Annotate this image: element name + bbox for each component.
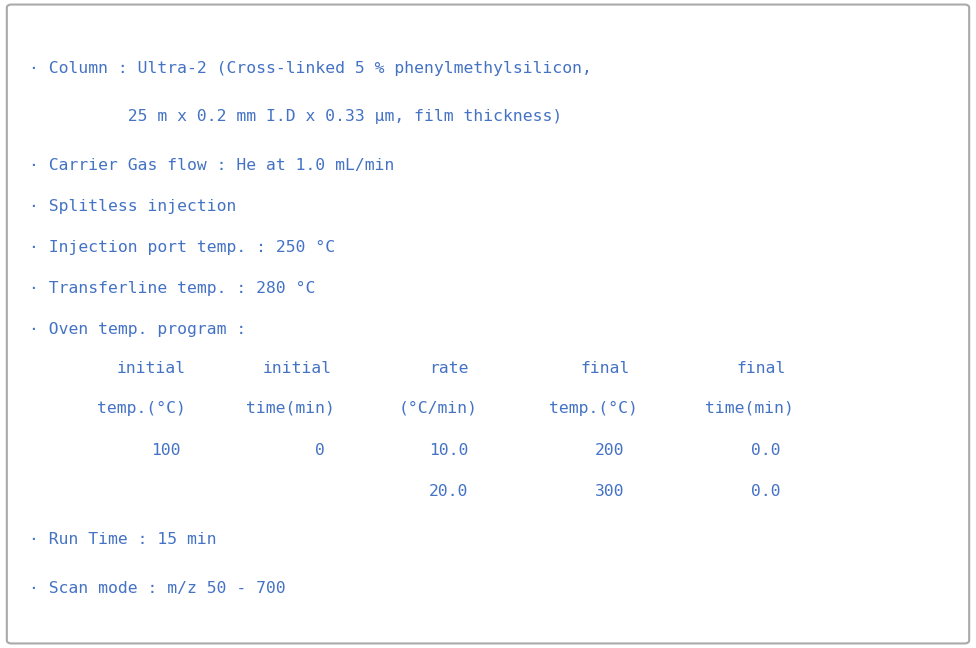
Text: 0.0: 0.0 (752, 443, 781, 458)
Text: time(min): time(min) (246, 400, 336, 416)
Text: · Carrier Gas flow : He at 1.0 mL/min: · Carrier Gas flow : He at 1.0 mL/min (29, 157, 394, 173)
Text: · Oven temp. program :: · Oven temp. program : (29, 321, 247, 337)
Text: final: final (737, 360, 786, 376)
Text: 25 m x 0.2 mm I.D x 0.33 μm, film thickness): 25 m x 0.2 mm I.D x 0.33 μm, film thickn… (29, 109, 562, 124)
Text: final: final (581, 360, 630, 376)
Text: · Scan mode : m/z 50 - 700: · Scan mode : m/z 50 - 700 (29, 581, 286, 596)
FancyBboxPatch shape (7, 5, 969, 643)
Text: 0: 0 (315, 443, 325, 458)
Text: 10.0: 10.0 (429, 443, 468, 458)
Text: temp.(°C): temp.(°C) (97, 400, 186, 416)
Text: · Transferline temp. : 280 °C: · Transferline temp. : 280 °C (29, 281, 315, 296)
Text: 200: 200 (595, 443, 625, 458)
Text: initial: initial (117, 360, 185, 376)
Text: (°C/min): (°C/min) (399, 400, 477, 416)
Text: · Column : Ultra-2 (Cross-linked 5 % phenylmethylsilicon,: · Column : Ultra-2 (Cross-linked 5 % phe… (29, 60, 592, 76)
Text: time(min): time(min) (705, 400, 794, 416)
Text: · Splitless injection: · Splitless injection (29, 198, 236, 214)
Text: 0.0: 0.0 (752, 483, 781, 499)
Text: 100: 100 (151, 443, 181, 458)
Text: temp.(°C): temp.(°C) (549, 400, 638, 416)
Text: rate: rate (429, 360, 468, 376)
Text: 300: 300 (595, 483, 625, 499)
Text: initial: initial (264, 360, 332, 376)
Text: · Injection port temp. : 250 °C: · Injection port temp. : 250 °C (29, 240, 336, 255)
Text: · Run Time : 15 min: · Run Time : 15 min (29, 531, 217, 547)
Text: 20.0: 20.0 (429, 483, 468, 499)
